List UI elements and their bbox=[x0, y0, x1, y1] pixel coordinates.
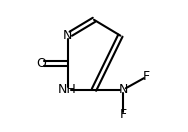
Text: NH: NH bbox=[58, 83, 77, 96]
Text: O: O bbox=[36, 57, 46, 70]
Text: N: N bbox=[118, 83, 128, 96]
Text: N: N bbox=[63, 29, 72, 42]
Text: F: F bbox=[143, 70, 150, 83]
Text: F: F bbox=[120, 108, 127, 121]
